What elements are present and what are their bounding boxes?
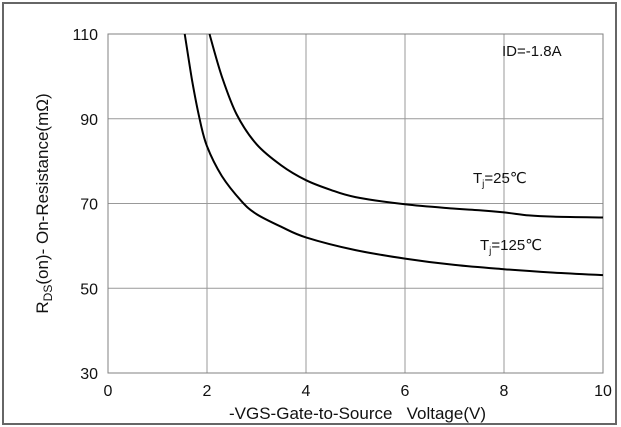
y-tick-labels: 30 50 70 90 110 <box>72 27 98 383</box>
y-axis-label-main: R <box>33 301 52 313</box>
y-tick-label: 90 <box>80 112 98 129</box>
x-tick-label: 4 <box>302 383 311 400</box>
series-label-tj25: Tj=25℃ <box>473 170 527 190</box>
plot-area <box>107 33 604 374</box>
y-axis-label-rest: (on)- On-Resistance(mΩ) <box>33 93 52 284</box>
x-axis-label: -VGS-Gate-to-Source Voltage(V) <box>229 404 486 423</box>
series-label-tj25-main: T <box>473 170 482 187</box>
series-line-tj25 <box>208 33 604 219</box>
grid <box>107 33 604 374</box>
x-tick-label: 2 <box>203 383 212 400</box>
y-tick-label: 50 <box>80 281 98 298</box>
series-label-tj125: Tj=125℃ <box>480 237 542 257</box>
series-label-tj125-rest: =125℃ <box>491 237 542 254</box>
y-axis-label-sub: DS <box>41 285 55 302</box>
x-tick-labels: 0 2 4 6 8 10 <box>104 383 612 400</box>
series-label-tj25-rest: =25℃ <box>484 170 526 187</box>
x-tick-label: 6 <box>401 383 410 400</box>
x-tick-label: 8 <box>500 383 509 400</box>
x-tick-label: 10 <box>594 383 612 400</box>
series-label-tj125-sub: j <box>488 246 491 257</box>
series-label-tj125-main: T <box>480 237 489 254</box>
y-tick-label: 70 <box>80 197 98 214</box>
condition-annotation: ID=-1.8A <box>502 43 562 60</box>
x-tick-label: 0 <box>104 383 113 400</box>
series-label-tj25-sub: j <box>481 179 484 190</box>
y-tick-label: 110 <box>72 27 98 44</box>
y-axis-label: RDS(on)- On-Resistance(mΩ) <box>33 93 55 313</box>
y-tick-label: 30 <box>80 366 98 383</box>
series-layer <box>183 33 604 277</box>
series-line-tj125 <box>183 33 604 277</box>
